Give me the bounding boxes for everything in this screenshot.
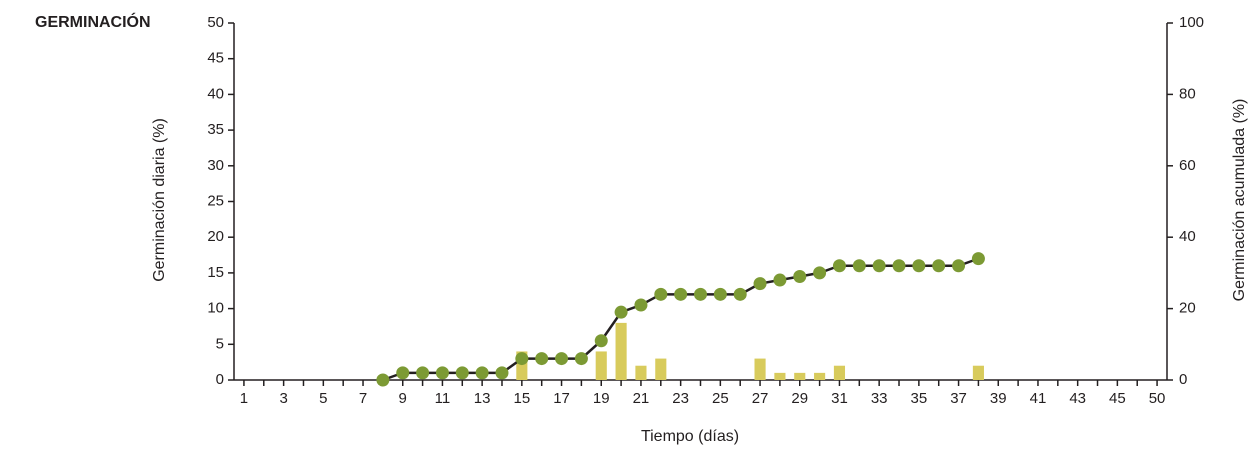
x-tick-label: 15	[513, 390, 530, 407]
point	[555, 352, 569, 366]
point	[376, 373, 390, 387]
point	[574, 352, 588, 366]
x-tick-label: 39	[990, 390, 1007, 407]
x-tick-label: 35	[911, 390, 928, 407]
point	[713, 287, 727, 301]
x-tick-label: 29	[791, 390, 808, 407]
y2-axis-label: Germinación acumulada (%)	[1231, 99, 1248, 302]
x-axis-label: Tiempo (días)	[641, 428, 739, 445]
y2-tick-label: 80	[1179, 85, 1196, 102]
point	[872, 259, 886, 273]
bar	[794, 372, 806, 380]
y-tick-label: 30	[207, 157, 224, 174]
point	[535, 352, 549, 366]
point	[932, 259, 946, 273]
x-tick-label: 41	[1030, 390, 1047, 407]
x-tick-label: 7	[359, 390, 367, 407]
x-tick-label: 3	[279, 390, 287, 407]
bar	[774, 372, 786, 380]
y-tick-label: 15	[207, 264, 224, 281]
x-tick-label: 17	[553, 390, 570, 407]
point	[813, 266, 827, 280]
bar	[635, 365, 647, 380]
y-tick-label: 25	[207, 192, 224, 209]
x-tick-label: 21	[633, 390, 650, 407]
bar	[655, 358, 667, 380]
bar	[754, 358, 766, 380]
x-tick-label: 23	[672, 390, 689, 407]
point	[832, 259, 846, 273]
point	[674, 287, 688, 301]
y2-tick-label: 20	[1179, 300, 1196, 317]
x-tick-label: 9	[399, 390, 407, 407]
x-tick-label: 25	[712, 390, 729, 407]
chart-title: GERMINACIÓN	[35, 12, 151, 31]
point	[634, 298, 648, 312]
point	[952, 259, 966, 273]
y-tick-label: 35	[207, 121, 224, 138]
x-tick-label: 31	[831, 390, 848, 407]
y-tick-label: 45	[207, 50, 224, 67]
point	[852, 259, 866, 273]
y-tick-label: 5	[216, 335, 224, 352]
x-tick-label: 1	[240, 390, 248, 407]
point	[912, 259, 926, 273]
x-tick-label: 13	[474, 390, 491, 407]
line	[382, 257, 979, 382]
bar	[595, 351, 607, 380]
x-tick-label: 43	[1069, 390, 1086, 407]
point	[793, 269, 807, 283]
point	[733, 287, 747, 301]
x-tick-label: 45	[1109, 390, 1126, 407]
y-tick-label: 40	[207, 85, 224, 102]
point	[396, 366, 410, 380]
y2-tick-label: 60	[1179, 157, 1196, 174]
bar	[833, 365, 846, 380]
point	[694, 287, 707, 301]
point	[455, 366, 469, 380]
x-tick-label: 27	[752, 390, 769, 407]
y2-tick-label: 0	[1179, 371, 1187, 388]
point	[773, 273, 787, 287]
x-tick-label: 33	[871, 390, 888, 407]
point	[594, 334, 608, 348]
bar	[516, 351, 528, 380]
point	[416, 366, 430, 380]
bar	[972, 365, 984, 380]
y-axis-label: Germinación diaria (%)	[151, 118, 168, 282]
y-tick-label: 10	[207, 300, 224, 317]
x-tick-label: 5	[319, 390, 327, 407]
point	[515, 352, 529, 366]
y-tick-label: 20	[207, 228, 224, 245]
point	[654, 287, 668, 301]
y-tick-label: 0	[216, 371, 224, 388]
x-tick-label: 37	[950, 390, 967, 407]
point	[892, 259, 906, 273]
x-tick-label: 11	[435, 390, 451, 407]
y2-tick-label: 100	[1179, 14, 1204, 31]
point	[614, 305, 628, 319]
bar	[814, 372, 826, 380]
point	[753, 277, 767, 291]
point	[435, 366, 449, 380]
y2-tick-label: 40	[1179, 228, 1196, 245]
x-tick-label: 50	[1149, 390, 1166, 407]
point	[475, 366, 489, 380]
x-tick-label: 19	[593, 390, 610, 407]
point	[971, 252, 985, 266]
y-tick-label: 50	[207, 14, 224, 31]
point	[495, 366, 509, 380]
bar	[615, 322, 627, 380]
